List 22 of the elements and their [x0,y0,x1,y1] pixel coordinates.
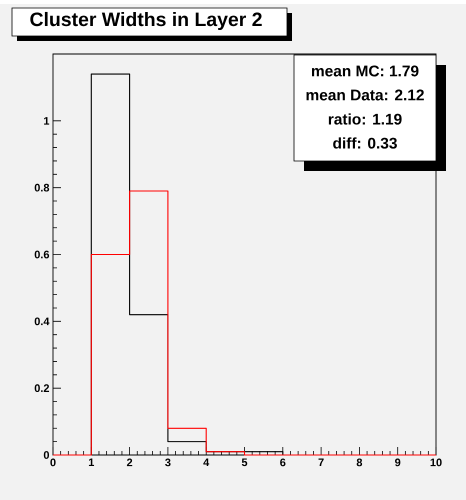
x-tick-label: 1 [88,458,94,466]
y-tick-label: 0.8 [34,184,50,192]
x-tick-label: 9 [395,458,400,466]
x-tick-label: 6 [280,458,286,466]
y-tick-label: 0.6 [34,250,50,258]
x-tick-label: 4 [203,458,210,466]
annotation: mean MC: 1.79 [312,66,418,76]
x-tick-label: 3 [165,458,171,466]
x-tick-label: 0 [50,458,56,466]
x-tick-label: 2 [126,458,132,466]
annotation: mean Data: 2.12 [306,90,424,100]
y-tick-label: 0.4 [34,317,50,326]
y-tick-label: 0 [44,451,50,459]
y-tick-label: 0.2 [34,384,50,392]
y-tick-label: 1 [44,117,50,125]
x-tick-label: 8 [356,458,362,466]
x-tick-label: 10 [430,458,442,466]
x-tick-label: 5 [242,458,248,466]
x-tick-label: 7 [318,458,324,466]
chart-title: Cluster Widths in Layer 2 [30,12,262,30]
annotation: diff: 0.33 [333,137,397,149]
annotation: ratio: 1.19 [328,113,402,125]
